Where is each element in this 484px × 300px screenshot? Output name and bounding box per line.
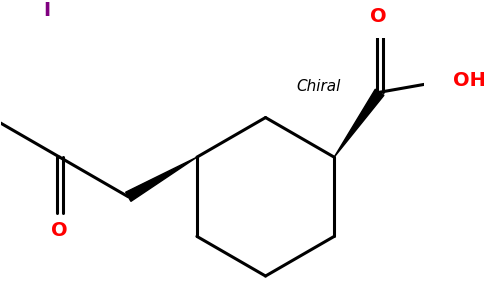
Polygon shape [126,157,197,201]
Polygon shape [334,89,384,157]
Text: O: O [370,7,386,26]
Text: O: O [51,221,68,240]
Text: Chiral: Chiral [296,79,341,94]
Text: I: I [44,1,51,20]
Text: OH: OH [453,71,484,90]
